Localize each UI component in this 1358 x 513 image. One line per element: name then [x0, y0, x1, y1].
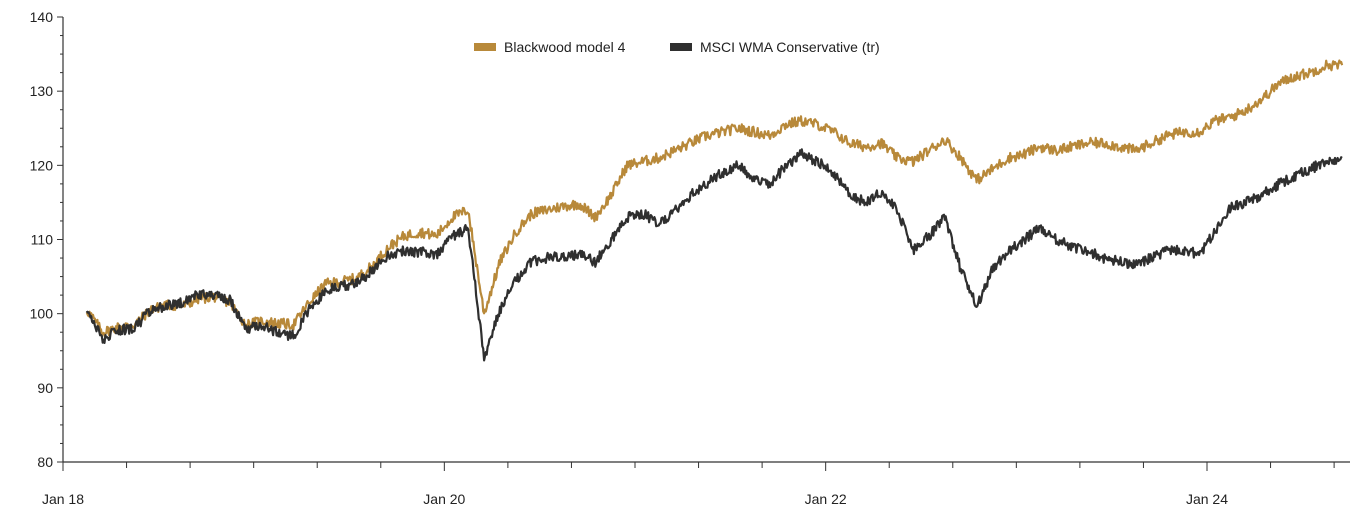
x-axis: Jan 18 Jan 20 Jan 22 Jan 24 — [42, 461, 1350, 507]
y-tick-label: 100 — [30, 306, 54, 322]
y-tick-label: 90 — [37, 380, 53, 396]
legend-swatch — [670, 43, 692, 51]
y-tick-label: 130 — [30, 83, 54, 99]
legend-entry-label: Blackwood model 4 — [504, 39, 626, 55]
x-tick-label: Jan 18 — [42, 491, 84, 507]
y-axis: 80 90 100 110 120 130 140 — [30, 9, 64, 470]
legend-swatch — [474, 43, 496, 51]
legend-entry-label: MSCI WMA Conservative (tr) — [700, 39, 880, 55]
y-tick-label: 80 — [37, 454, 53, 470]
x-tick-label: Jan 22 — [805, 491, 847, 507]
series-layer — [85, 59, 1344, 362]
y-tick-label: 110 — [31, 232, 54, 248]
y-tick-label: 140 — [30, 9, 54, 25]
series-line-msci-wma-conservative — [85, 148, 1343, 362]
y-tick-label: 120 — [30, 157, 54, 173]
legend: Blackwood model 4 MSCI WMA Conservative (… — [474, 39, 880, 55]
x-tick-label: Jan 20 — [423, 491, 465, 507]
x-tick-label: Jan 24 — [1186, 491, 1228, 507]
series-line-blackwood-model-4 — [85, 59, 1344, 337]
